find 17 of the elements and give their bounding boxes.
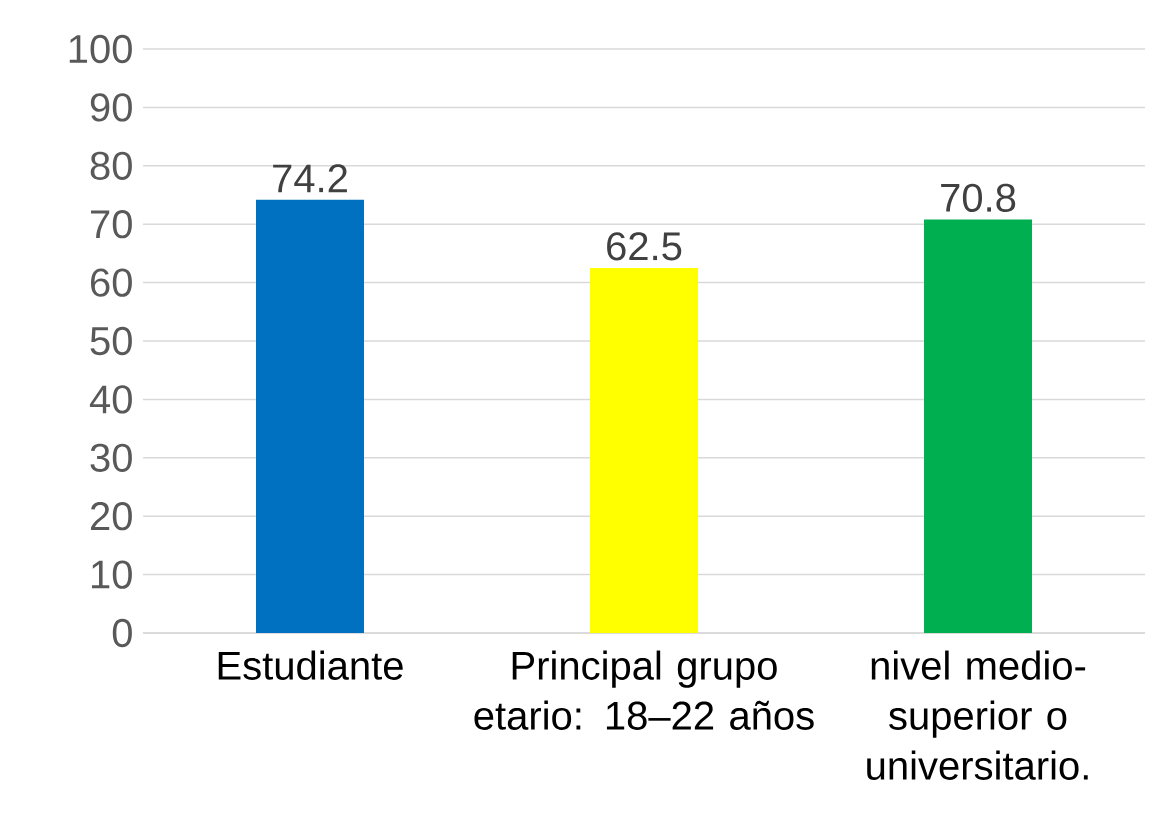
x-tick-label: Principal grupo etario: 18–22 años — [474, 650, 814, 730]
data-label: 70.8 — [941, 183, 1016, 212]
y-tick-label: 90 — [90, 93, 132, 122]
y-tick-label: 100 — [69, 34, 132, 64]
y-tick-label: 10 — [92, 560, 132, 589]
data-label: 62.5 — [607, 232, 682, 261]
x-tick-label: Estudiante — [218, 650, 403, 680]
y-tick-label: 40 — [89, 385, 132, 414]
data-label: 74.2 — [273, 164, 347, 193]
y-tick-label: 80 — [90, 151, 132, 180]
y-tick-label: 70 — [91, 210, 132, 239]
y-tick-label: 30 — [90, 443, 132, 472]
x-tick-label: nivel medio-superior o universitario. — [867, 650, 1088, 780]
y-tick-label: 60 — [91, 268, 132, 297]
y-tick-label: 50 — [90, 326, 132, 356]
y-tick-label: 0 — [112, 618, 132, 648]
y-tick-label: 20 — [90, 502, 132, 531]
